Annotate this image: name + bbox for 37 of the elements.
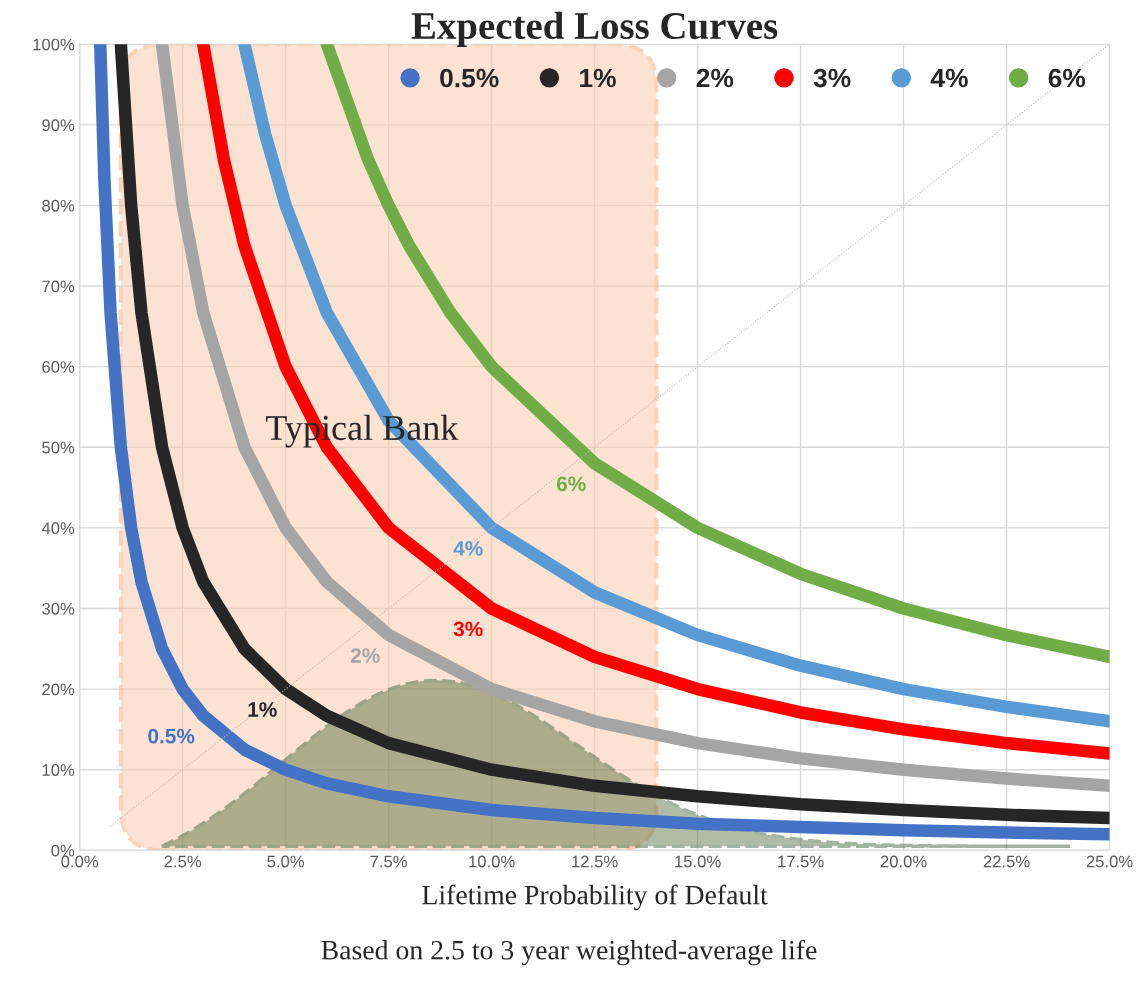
legend-label: 6%: [1048, 68, 1086, 88]
y-tick-label: 30%: [42, 602, 75, 615]
x-tick-label: 7.5%: [370, 855, 408, 868]
x-tick-label: 2.5%: [164, 855, 202, 868]
y-tick-label: 70%: [42, 280, 75, 293]
annotation: 0.5%: [148, 728, 195, 744]
legend-label: 1%: [580, 68, 616, 88]
annotation: 1%: [248, 702, 277, 717]
x-tick-label: 22.5%: [983, 855, 1030, 868]
y-tick-label: 40%: [41, 522, 75, 535]
x-tick-label: 20.0%: [880, 855, 927, 868]
y-tick-label: 10%: [42, 764, 75, 776]
x-tick-label: 25.0%: [1086, 855, 1133, 868]
y-tick-label: 80%: [42, 199, 75, 212]
chart-title: Expected Loss Curves: [411, 11, 778, 47]
y-tick-label: 20%: [42, 683, 75, 696]
y-tick-label: 50%: [42, 441, 75, 454]
y-tick-label: 0%: [51, 844, 75, 857]
legend-label: 3%: [813, 68, 851, 88]
x-tick-label: 17.5%: [778, 855, 824, 868]
annotation: 4%: [453, 540, 483, 556]
legend-label: 0.5%: [440, 68, 499, 88]
x-tick-label: 15.0%: [675, 855, 721, 868]
x-tick-label: 0.0%: [61, 855, 99, 868]
x-tick-label: 5.0%: [267, 855, 305, 868]
annotation: 6%: [556, 476, 586, 492]
x-axis-title: Lifetime Probability of Default: [422, 884, 768, 911]
x-tick-label: 12.5%: [572, 855, 618, 868]
y-tick-label: 100%: [33, 38, 75, 51]
annotation: 3%: [453, 621, 483, 637]
y-tick-label: 60%: [42, 361, 75, 373]
y-tick-label: 90%: [42, 119, 75, 132]
annotation: 2%: [350, 648, 380, 663]
legend-label: 4%: [930, 68, 968, 88]
text: Based on 2.5 to 3 year weighted-average life: [321, 939, 817, 966]
x-tick-label: 10.0%: [469, 855, 515, 868]
legend-label: 2%: [696, 68, 734, 88]
